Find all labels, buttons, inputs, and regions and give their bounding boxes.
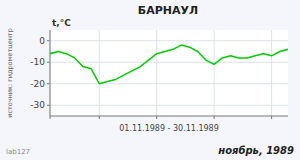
x-label: 01.11.1989 - 30.11.1989 [119,124,219,133]
annotation: источник: гидрометцентр [6,28,14,118]
tick-label-y: -30 [30,100,45,110]
grid-line-y [50,62,288,63]
annotation: lab127 [6,148,30,156]
plot-area [50,30,288,116]
grid-line-y [50,105,288,106]
plot-marks [50,45,288,84]
background [0,0,300,160]
tick-label-y: 0 [39,36,45,46]
grid-line-y [50,40,288,41]
grid-line-y [50,83,288,84]
title: БАРНАУЛ [138,4,198,17]
tick-label-y: -20 [30,79,45,89]
axis-x [50,116,288,117]
grid-line-x [50,30,51,116]
chart: 0 -10 -20 -30 БАРНАУЛ t,°C 01.11.1989 - 30.11.… [0,0,300,160]
y-label: t,°C [52,18,71,28]
grid-line-x [156,30,157,116]
axis-y [50,30,51,116]
line [50,45,288,84]
grid-line-x [271,30,272,116]
grid-line-x [99,30,100,116]
annotation: ноябрь, 1989 [218,145,294,156]
tick-label-y: -10 [30,57,45,67]
grid-line-x [214,30,215,116]
